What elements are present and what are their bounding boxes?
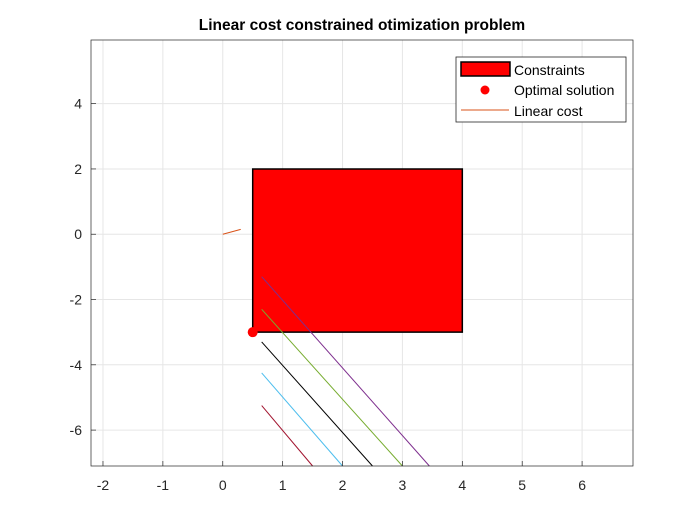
level-line [261, 372, 343, 467]
legend-optimal-solution-marker [480, 85, 490, 95]
linear-cost-line [222, 228, 241, 235]
constraints-region [251, 168, 464, 333]
x-tick-label: 3 [399, 477, 407, 493]
x-tick-label: -1 [157, 477, 170, 493]
data-layer [222, 168, 464, 467]
legend-linear-cost-label: Linear cost [514, 103, 583, 119]
y-tick-label: 0 [74, 226, 82, 242]
x-tick-label: 6 [578, 477, 586, 493]
ticks: -2 -1 0 1 2 3 4 5 6 -6 -4 -2 0 2 4 [70, 96, 587, 493]
legend-constraints-swatch [460, 61, 511, 77]
level-line [261, 405, 313, 467]
x-tick-label: 2 [339, 477, 347, 493]
y-tick-label: -6 [70, 422, 83, 438]
x-tick-label: 4 [458, 477, 466, 493]
level-line [261, 308, 403, 467]
level-line [261, 341, 373, 467]
y-tick-label: -2 [70, 292, 83, 308]
x-tick-label: -2 [97, 477, 110, 493]
x-tick-label: 1 [279, 477, 287, 493]
y-tick-label: -4 [70, 357, 83, 373]
x-tick-label: 0 [219, 477, 227, 493]
optimal-solution-marker [247, 327, 258, 338]
level-line [261, 276, 430, 467]
legend: Constraints Optimal solution Linear cost [455, 56, 627, 123]
axes-box [90, 39, 634, 467]
legend-optimal-solution-label: Optimal solution [514, 82, 614, 98]
y-tick-label: 2 [74, 161, 82, 177]
chart-title: Linear cost constrained otimization prob… [199, 17, 525, 34]
legend-constraints-label: Constraints [514, 62, 585, 78]
y-tick-label: 4 [74, 96, 82, 112]
x-tick-label: 5 [518, 477, 526, 493]
